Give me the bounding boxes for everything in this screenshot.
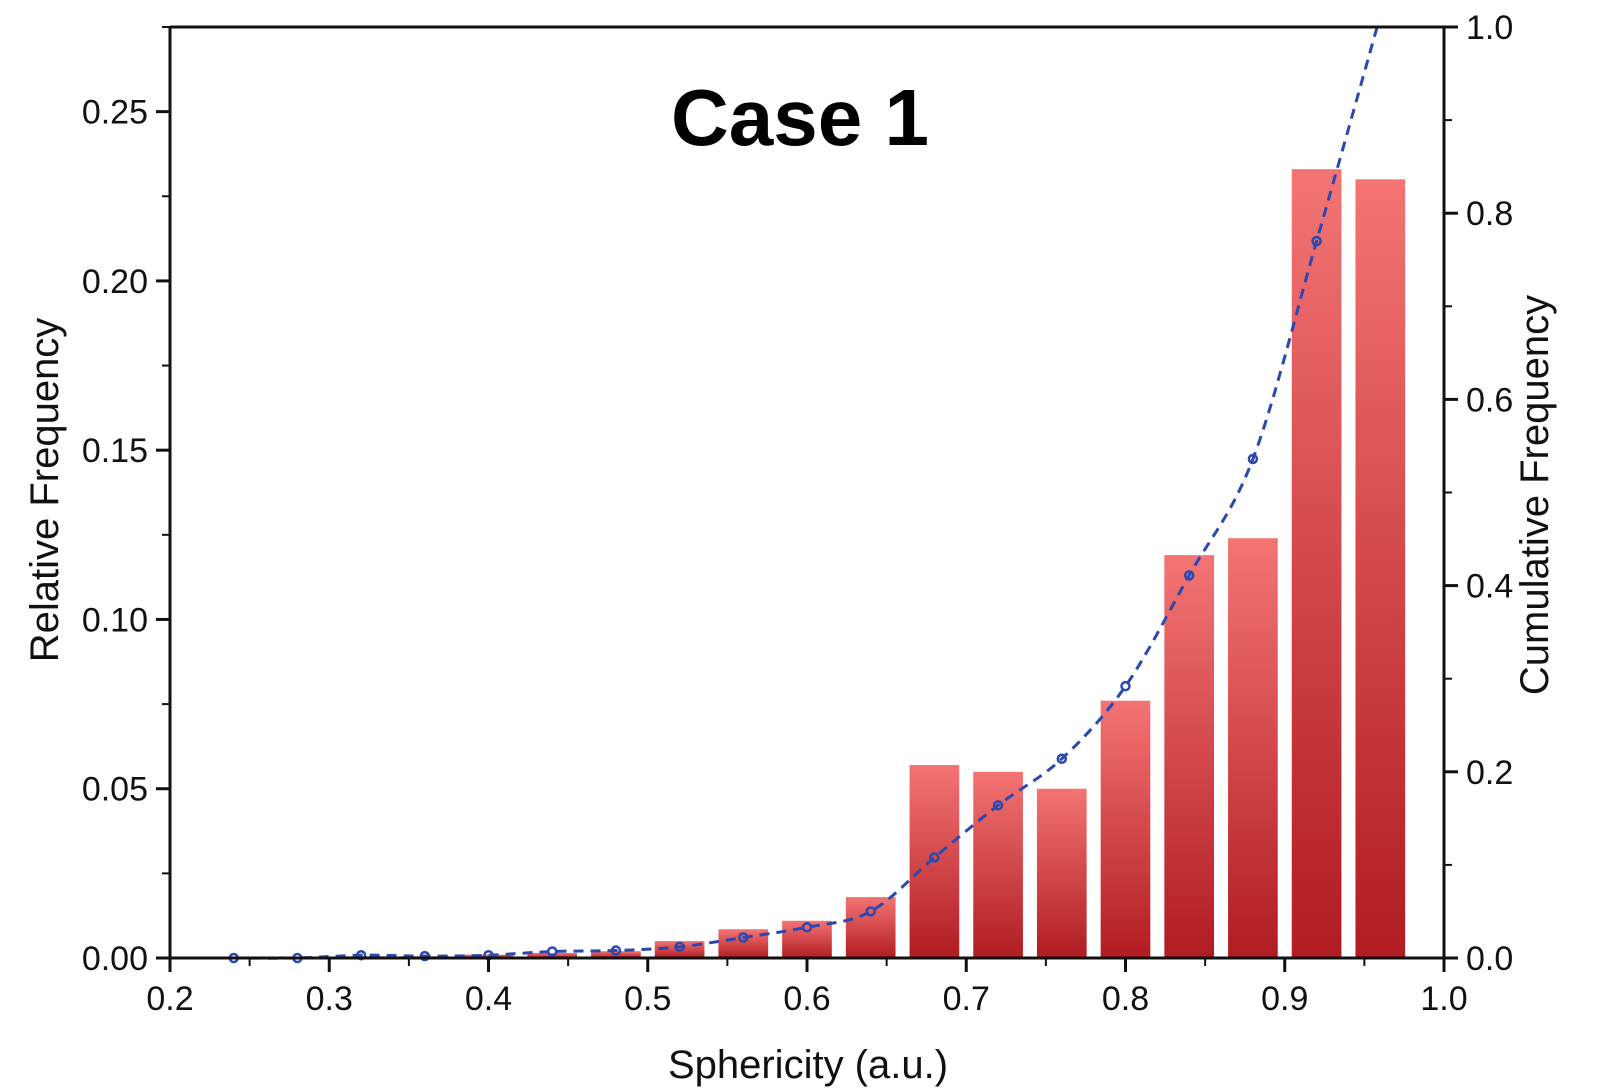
x-tick-label-3: 0.5 bbox=[624, 980, 671, 1018]
y2-tick-label-4: 0.8 bbox=[1466, 195, 1513, 233]
y-tick-label-4: 0.20 bbox=[82, 263, 148, 301]
cumulative-point-16 bbox=[1247, 453, 1259, 465]
bar-7 bbox=[654, 941, 705, 958]
cumulative-point-12 bbox=[992, 800, 1004, 811]
bar-12 bbox=[973, 771, 1023, 958]
y2-axis-title: Cumulative Frequency bbox=[1513, 295, 1557, 695]
x-tick-label-4: 0.6 bbox=[783, 980, 830, 1018]
x-tick-label-6: 0.8 bbox=[1102, 980, 1149, 1018]
cumulative-point-6 bbox=[610, 945, 622, 956]
x-tick-label-5: 0.7 bbox=[943, 980, 990, 1018]
chart-title: Case 1 bbox=[671, 73, 929, 162]
x-tick-label-8: 1.0 bbox=[1420, 980, 1467, 1018]
cumulative-point-9 bbox=[801, 922, 813, 933]
bar-17 bbox=[1291, 169, 1342, 958]
x-axis-title: Sphericity (a.u.) bbox=[668, 1043, 948, 1087]
cumulative-point-8 bbox=[738, 932, 749, 943]
ticks-layer: 0.2 0.3 0.4 0.5 0.6 0.7 0.8 0.9 1.0 0.00 0.05 0.10 0… bbox=[82, 9, 1513, 1018]
y-tick-label-0: 0.00 bbox=[82, 940, 148, 978]
y-tick-label-5: 0.25 bbox=[82, 94, 148, 132]
y-axis-title: Relative Frequency bbox=[23, 318, 67, 663]
bars-layer bbox=[336, 169, 1406, 958]
bar-9 bbox=[782, 920, 832, 958]
x-tick-label-7: 0.9 bbox=[1261, 980, 1308, 1018]
cumulative-point-15 bbox=[1183, 570, 1195, 581]
bar-16 bbox=[1228, 538, 1278, 958]
bar-15 bbox=[1164, 555, 1215, 958]
cumulative-point-5 bbox=[546, 946, 558, 957]
cumulative-point-14 bbox=[1120, 680, 1131, 692]
cumulative-point-13 bbox=[1056, 753, 1068, 765]
bar-13 bbox=[1036, 788, 1087, 958]
y-tick-label-1: 0.05 bbox=[82, 771, 148, 809]
y2-tick-label-1: 0.2 bbox=[1466, 754, 1513, 792]
cumulative-line bbox=[233, 26, 1379, 960]
y-tick-label-3: 0.15 bbox=[82, 432, 148, 470]
cumulative-point-17 bbox=[1311, 235, 1322, 247]
y2-tick-label-0: 0.0 bbox=[1466, 940, 1513, 978]
y-tick-label-2: 0.10 bbox=[82, 601, 148, 639]
bar-18 bbox=[1355, 179, 1406, 958]
cumulative-point-11 bbox=[929, 852, 940, 863]
bar-4 bbox=[463, 954, 514, 958]
cumulative-point-3 bbox=[419, 950, 431, 962]
cumulative-point-7 bbox=[674, 941, 685, 953]
bar-14 bbox=[1100, 700, 1151, 958]
cumulative-point-10 bbox=[865, 906, 876, 917]
y2-tick-label-3: 0.6 bbox=[1466, 381, 1513, 419]
x-tick-label-1: 0.3 bbox=[306, 980, 353, 1018]
y2-tick-label-2: 0.4 bbox=[1466, 568, 1513, 606]
y2-tick-label-5: 1.0 bbox=[1466, 9, 1513, 47]
x-tick-label-0: 0.2 bbox=[146, 980, 193, 1018]
x-tick-label-2: 0.4 bbox=[465, 980, 512, 1018]
